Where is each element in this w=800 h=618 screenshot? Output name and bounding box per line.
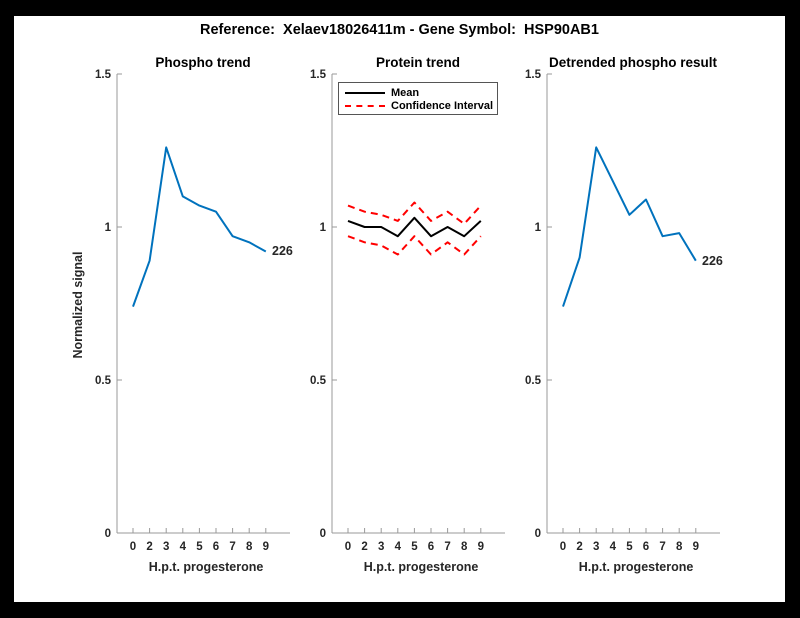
y-tick-label: 0: [320, 528, 326, 540]
confidence-lower-line: [347, 235, 482, 256]
x-tick-label: 2: [576, 541, 582, 553]
x-tick-label: 5: [411, 541, 418, 553]
subplot-title-detrended-result: Detrended phospho result: [548, 55, 718, 70]
legend: Mean Confidence Interval: [338, 82, 498, 115]
plot-canvas: 00.511.50 2 3 4 5 6 7 8 900.511.50 2 3 4 5 6 7 8 900.511…: [95, 69, 720, 553]
y-tick-label: 0.5: [525, 375, 542, 387]
y-tick-label: 1.5: [525, 69, 542, 81]
y-tick-label: 0.5: [95, 375, 112, 387]
detrended-phospho-line: [562, 146, 697, 307]
x-tick-label: 3: [378, 541, 384, 553]
mean-line-sample: [345, 91, 385, 94]
x-tick-label: 9: [263, 541, 269, 553]
y-tick-label: 1.5: [95, 69, 112, 81]
x-tick-label: 5: [196, 541, 203, 553]
x-tick-label: 3: [593, 541, 599, 553]
x-tick-label: 4: [395, 541, 402, 553]
x-tick-label: 7: [444, 541, 450, 553]
x-tick-label: 8: [246, 541, 253, 553]
confidence-upper-line: [347, 201, 482, 225]
y-tick-label: 1: [320, 222, 327, 234]
subplot-title-phospho-trend: Phospho trend: [155, 55, 251, 70]
y-tick-label: 1: [105, 222, 112, 234]
x-tick-label: 0: [130, 541, 136, 553]
subplot-title-protein-trend: Protein trend: [375, 55, 461, 70]
x-tick-label: 4: [180, 541, 187, 553]
x-tick-label: 4: [610, 541, 617, 553]
y-tick-label: 0.5: [310, 375, 327, 387]
x-tick-label: 3: [163, 541, 169, 553]
legend-entry-mean: Mean: [339, 86, 497, 99]
y-axis-label: Normalized signal: [71, 251, 85, 359]
y-tick-label: 1: [535, 222, 542, 234]
y-tick-label: 1.5: [310, 69, 327, 81]
x-tick-label: 6: [213, 541, 219, 553]
x-tick-label: 9: [693, 541, 699, 553]
legend-entry-confidence-interval: Confidence Interval: [339, 99, 497, 112]
x-tick-label: 5: [626, 541, 633, 553]
legend-label-mean: Mean: [391, 86, 420, 99]
series-end-label-226-left: 226: [272, 244, 293, 258]
x-tick-label: 6: [428, 541, 434, 553]
phospho-signal-line: [132, 146, 267, 307]
x-tick-label: 8: [461, 541, 468, 553]
y-tick-label: 0: [535, 528, 541, 540]
x-tick-label: 7: [659, 541, 665, 553]
x-tick-label: 6: [643, 541, 649, 553]
x-tick-label: 2: [361, 541, 367, 553]
mean-line: [347, 216, 482, 238]
y-tick-label: 0: [105, 528, 111, 540]
x-tick-label: 2: [146, 541, 152, 553]
x-tick-label: 0: [560, 541, 566, 553]
series-end-label-226-right: 226: [702, 254, 723, 268]
legend-label-confidence-interval: Confidence Interval: [391, 99, 494, 112]
confidence-line-sample: [345, 104, 385, 107]
x-tick-label: 8: [676, 541, 683, 553]
x-tick-label: 7: [229, 541, 235, 553]
figure-title: Reference: Xelaev18026411m - Gene Symbol…: [200, 22, 599, 38]
x-axis-label-2: H.p.t. progesterone: [363, 560, 479, 574]
x-axis-label-3: H.p.t. progesterone: [578, 560, 694, 574]
x-axis-label-1: H.p.t. progesterone: [148, 560, 264, 574]
x-tick-label: 9: [478, 541, 484, 553]
matlab-figure: Reference: Xelaev18026411m - Gene Symbol…: [14, 16, 785, 602]
x-tick-label: 0: [345, 541, 351, 553]
